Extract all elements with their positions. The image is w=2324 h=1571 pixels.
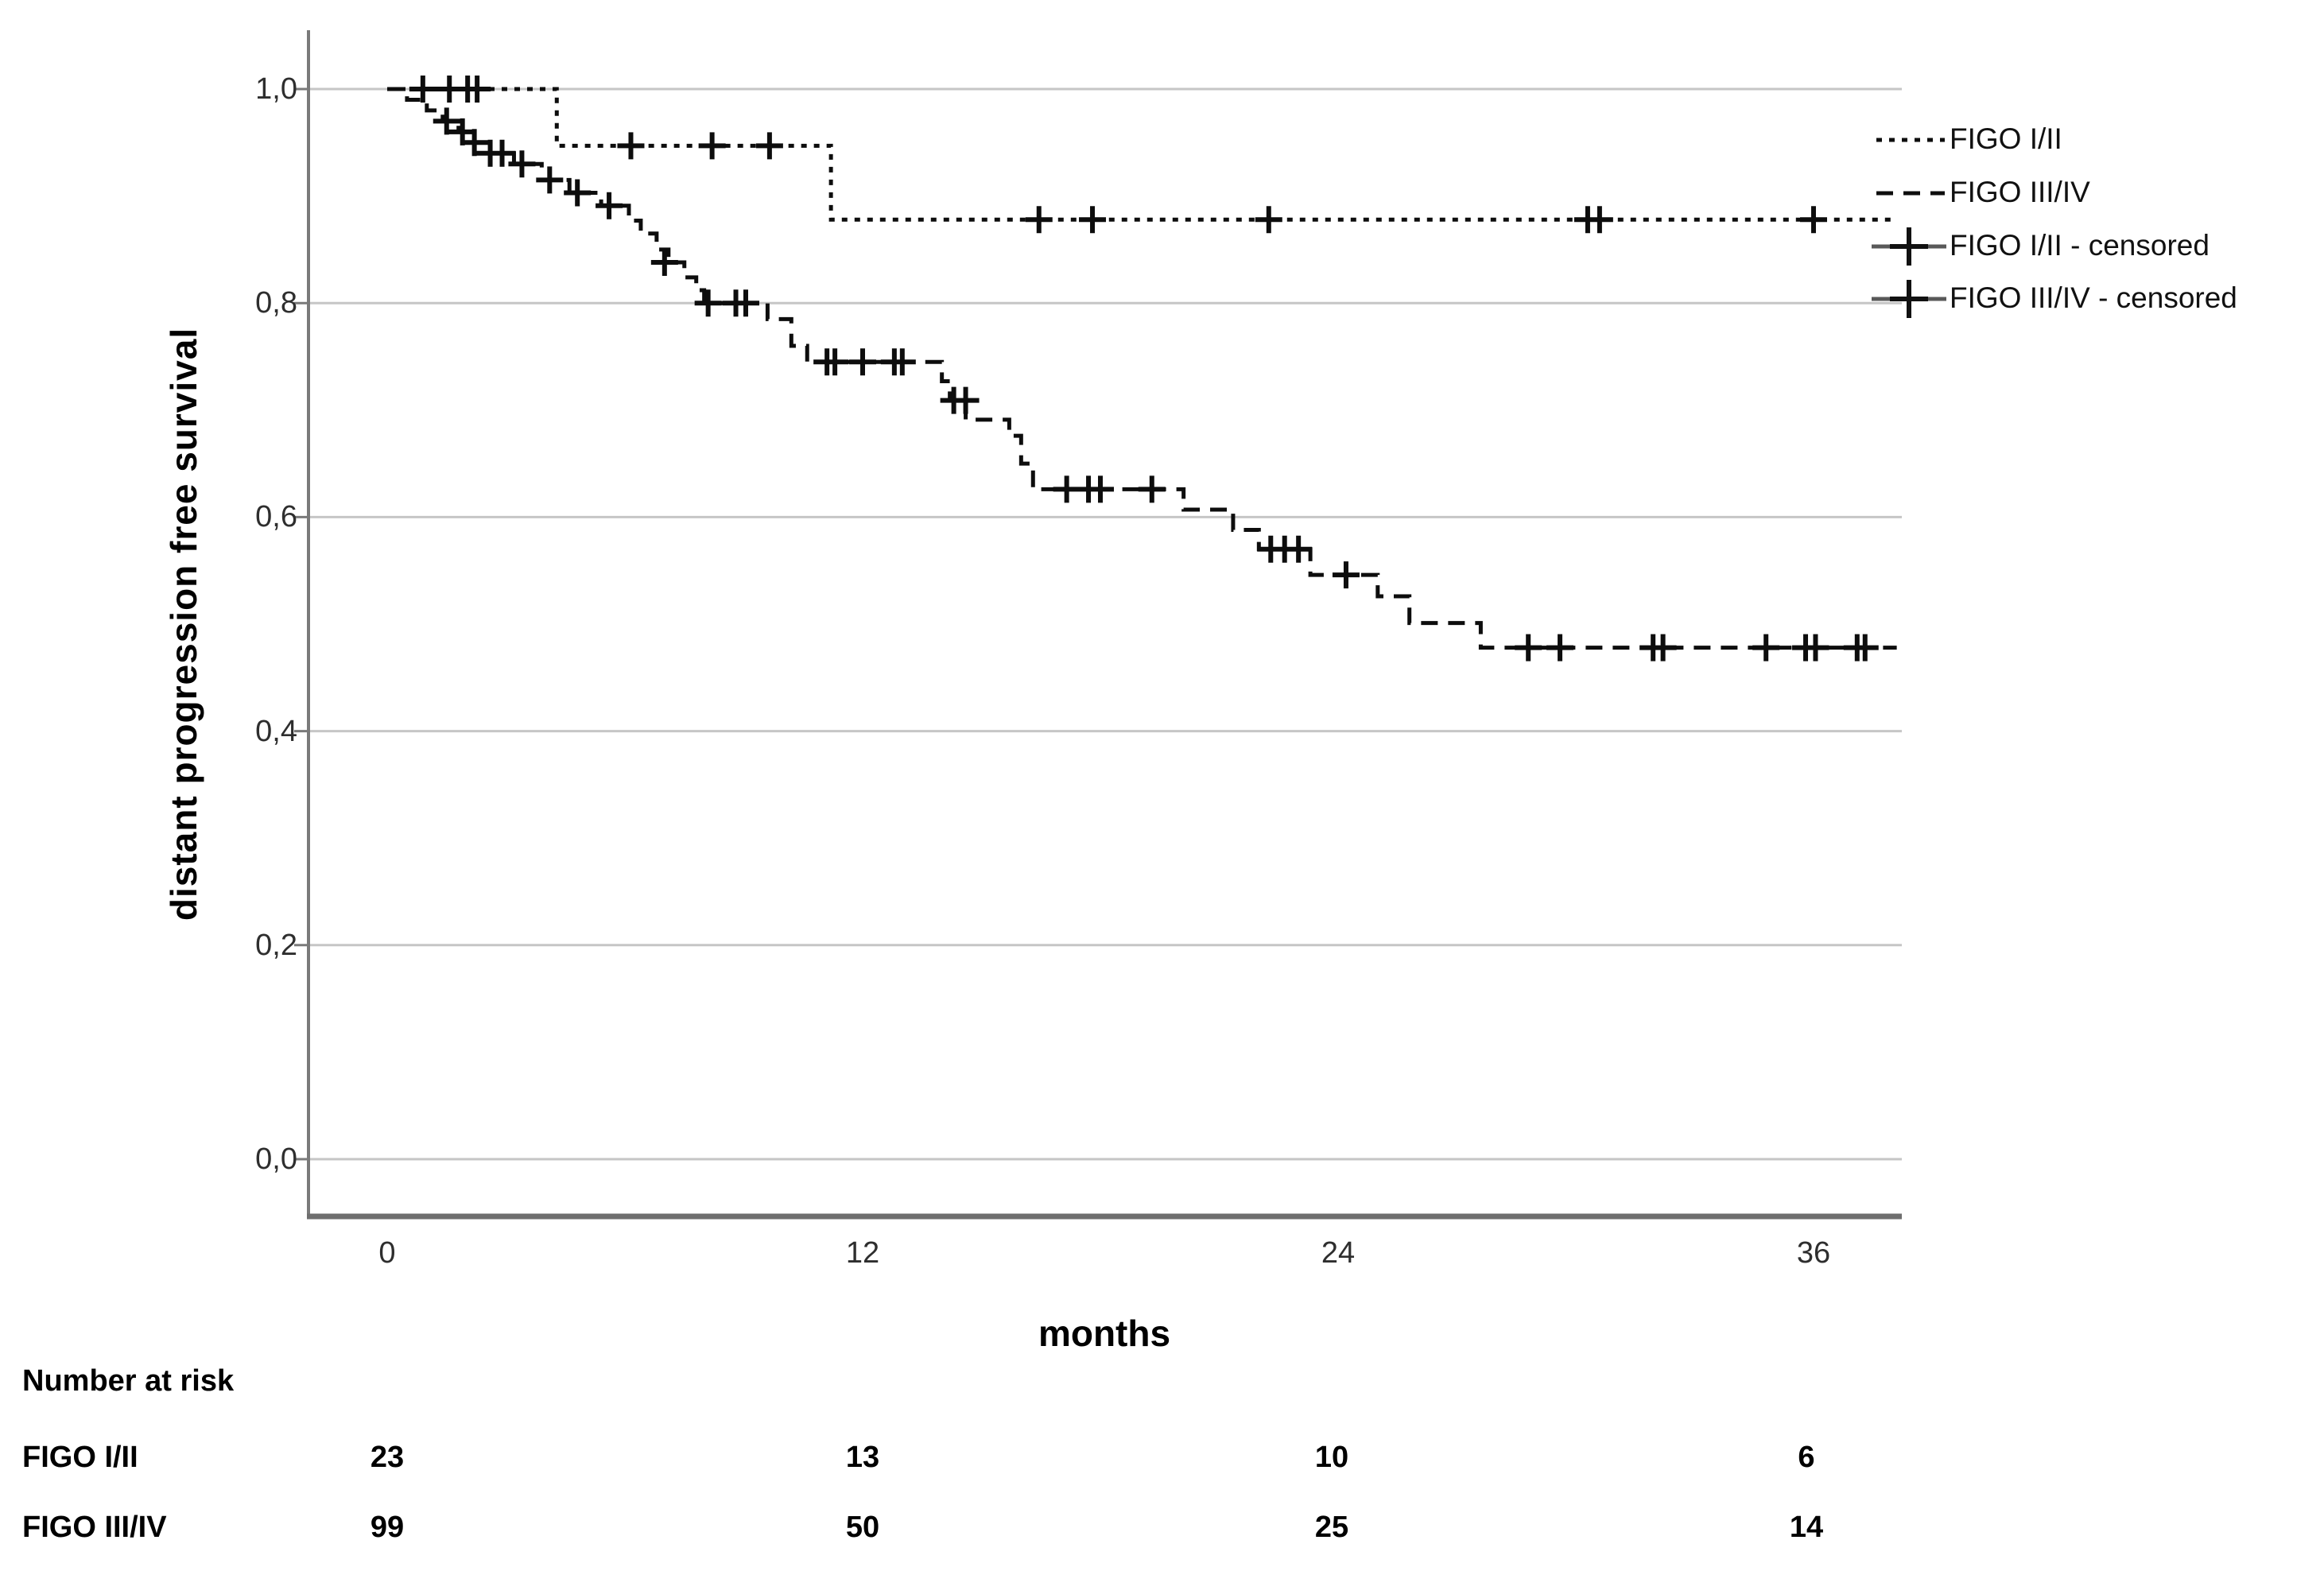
- risk-count: 25: [1314, 1511, 1349, 1544]
- risk-count: 23: [370, 1441, 405, 1474]
- x-axis-title: months: [1038, 1313, 1171, 1354]
- censor-marks-figo-i-ii: [409, 76, 1827, 234]
- y-tick-label-0.4: 0,4: [255, 715, 297, 748]
- y-tick-label-0.8: 0,8: [255, 286, 297, 320]
- y-axis-title: distant progression free survival: [163, 327, 204, 921]
- x-tick-label-0: 0: [378, 1236, 396, 1270]
- y-tick-label-0.2: 0,2: [255, 929, 297, 962]
- survival-curve-figo-i-ii: [387, 87, 1897, 222]
- risk-count: 50: [845, 1511, 880, 1544]
- risk-row-label: FIGO III/IV: [22, 1511, 167, 1544]
- x-tick-label-12: 12: [845, 1236, 880, 1270]
- risk-count: 13: [845, 1441, 880, 1474]
- risk-count: 6: [1798, 1441, 1815, 1474]
- x-tick-label-24: 24: [1321, 1236, 1356, 1270]
- survival-curve-figo-iii-iv: [387, 87, 1897, 650]
- risk-count: 14: [1789, 1511, 1824, 1544]
- legend-sample-plus-icon: [1890, 227, 1928, 266]
- legend-label-figo-iii-iv-censored: FIGO III/IV - censored: [1950, 281, 2237, 314]
- risk-table-title: Number at risk: [22, 1364, 235, 1398]
- y-tick-label-1.0: 1,0: [255, 72, 297, 106]
- y-tick-label-0.6: 0,6: [255, 500, 297, 533]
- legend-label-figo-iii-iv: FIGO III/IV: [1950, 176, 2090, 208]
- risk-count: 99: [370, 1511, 405, 1544]
- y-tick-label-0.0: 0,0: [255, 1142, 297, 1176]
- legend-label-figo-i-ii-censored: FIGO I/II - censored: [1950, 229, 2210, 262]
- legend-label-figo-i-ii: FIGO I/II: [1950, 122, 2062, 155]
- risk-row-label: FIGO I/II: [22, 1441, 138, 1474]
- risk-count: 10: [1314, 1441, 1349, 1474]
- x-tick-label-36: 36: [1796, 1236, 1831, 1270]
- censor-marks-figo-iii-iv: [433, 107, 1879, 661]
- legend-sample-plus-icon: [1890, 280, 1928, 318]
